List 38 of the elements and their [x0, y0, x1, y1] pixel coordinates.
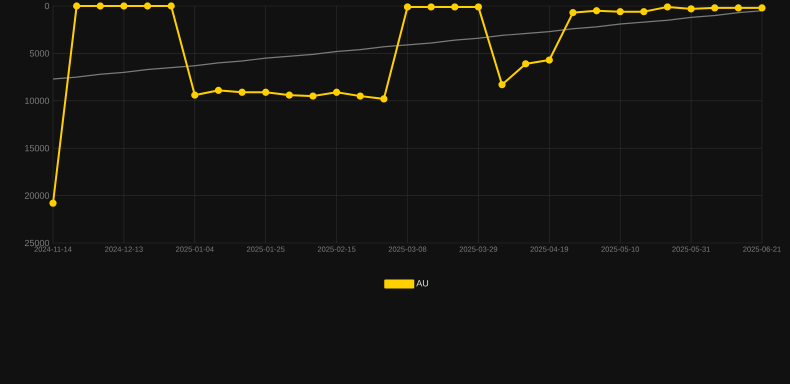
y-tick-label: 0 — [44, 2, 50, 10]
point — [96, 2, 104, 10]
y-tick-label: 15000 — [25, 145, 50, 152]
point — [214, 86, 222, 94]
point — [238, 88, 246, 96]
point — [758, 4, 766, 12]
y-tick-label: 5000 — [30, 50, 50, 57]
point — [734, 4, 742, 12]
point — [428, 3, 435, 11]
point — [640, 8, 648, 16]
point — [569, 9, 577, 16]
point — [191, 92, 198, 99]
point — [474, 3, 482, 11]
point — [73, 2, 80, 10]
point — [286, 92, 293, 99]
point — [498, 81, 506, 88]
y-tick-label: 25000 — [24, 240, 50, 246]
point — [522, 60, 530, 68]
point — [380, 95, 388, 103]
point — [262, 88, 270, 96]
y-tick-label: 20000 — [24, 192, 50, 199]
point — [144, 2, 152, 10]
point — [711, 4, 718, 12]
point — [309, 92, 317, 100]
point — [356, 92, 364, 100]
point — [168, 2, 175, 10]
point — [664, 3, 672, 11]
point — [546, 56, 553, 64]
y-tick-label: 10000 — [25, 98, 50, 104]
point — [404, 3, 412, 11]
point — [120, 2, 128, 10]
point — [333, 88, 340, 96]
point — [451, 3, 458, 11]
point — [49, 200, 57, 207]
legend-label: AU — [416, 280, 428, 286]
point — [592, 7, 600, 14]
point — [688, 5, 695, 12]
point — [616, 8, 624, 16]
